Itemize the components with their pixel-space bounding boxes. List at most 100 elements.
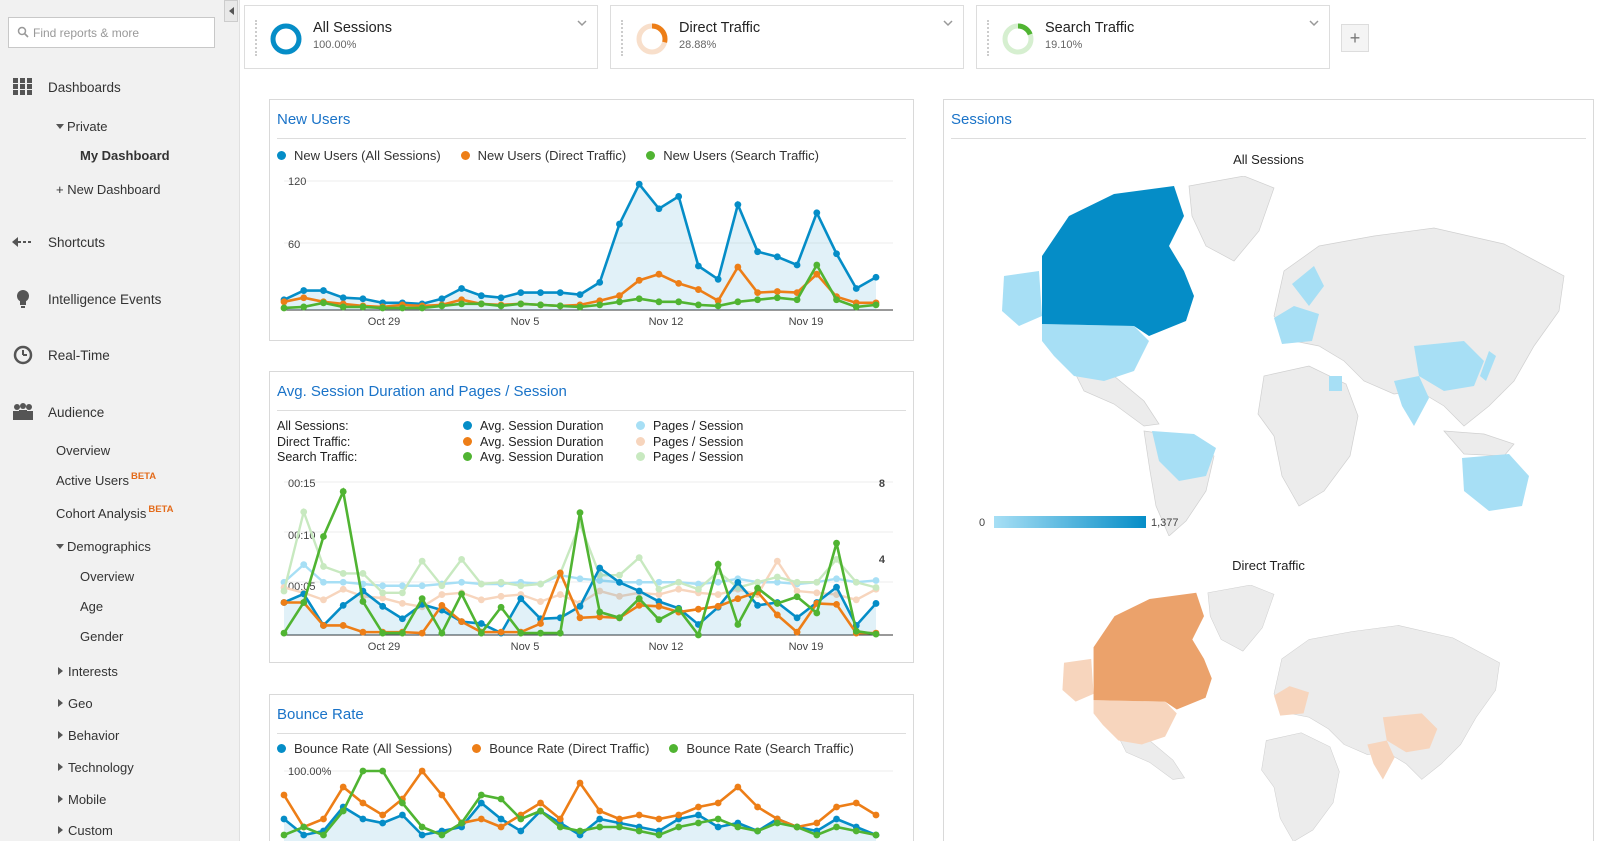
nav-demographics-overview[interactable]: Overview (80, 569, 135, 584)
map-region-alaska (1002, 271, 1042, 326)
drag-handle[interactable] (987, 20, 990, 56)
x-tick-label: Oct 29 (368, 641, 400, 653)
data-point (556, 302, 564, 310)
nav-my-dashboard[interactable]: My Dashboard (80, 148, 170, 163)
data-point (872, 301, 880, 309)
data-point (379, 767, 387, 775)
legend-item: New Users (All Sessions) (277, 148, 441, 163)
world-map-direct-traffic[interactable] (974, 585, 1574, 841)
chevron-down-icon[interactable] (1309, 18, 1319, 28)
data-point (675, 280, 683, 287)
search-box[interactable] (8, 17, 215, 48)
nav-audience[interactable]: Audience (0, 397, 240, 427)
data-point (616, 823, 623, 831)
segment-card-search-traffic[interactable]: Search Traffic 19.10% (976, 5, 1330, 69)
data-point (438, 302, 446, 310)
nav-active-users[interactable]: Active Users BETA (56, 471, 156, 488)
data-point (418, 304, 426, 312)
nav-demographics[interactable]: Demographics (56, 539, 151, 554)
data-point (320, 596, 327, 604)
segment-percent: 28.88% (679, 39, 717, 51)
data-point (734, 823, 742, 831)
nav-geo[interactable]: Geo (58, 696, 93, 711)
map-region-africa (1257, 365, 1359, 507)
divider (277, 410, 906, 411)
nav-dashboards[interactable]: Dashboards (0, 72, 240, 102)
data-point (833, 601, 840, 608)
widget-session-duration: Avg. Session Duration and Pages / Sessio… (269, 371, 914, 663)
data-point (556, 569, 564, 577)
data-point (497, 294, 505, 302)
nav-interests-label: Interests (68, 664, 118, 679)
data-point (714, 602, 722, 610)
data-point (714, 823, 722, 831)
map-region-canada (1093, 592, 1212, 710)
duration-line-chart[interactable]: 00:15 00:10 00:05 8 4 Oct 29 Nov 5 Nov 1… (270, 476, 915, 664)
widget-title[interactable]: Avg. Session Duration and Pages / Sessio… (277, 383, 567, 400)
world-map-all-sessions[interactable] (974, 176, 1574, 536)
data-point (280, 831, 288, 839)
data-point (655, 616, 663, 624)
data-point (320, 563, 327, 570)
highlighted-countries (1002, 186, 1529, 511)
map-region-mexico-central-america (1117, 736, 1186, 780)
segment-card-direct-traffic[interactable]: Direct Traffic 28.88% (610, 5, 964, 69)
map-region-alaska (1062, 658, 1094, 702)
data-point (379, 582, 387, 590)
data-point (537, 301, 544, 309)
y-tick-label: 00:15 (288, 478, 316, 490)
data-point (418, 767, 426, 775)
new-users-line-chart[interactable]: 120 60 Oct 29 Nov 5 Nov 12 Nov 19 (270, 168, 915, 342)
data-point (833, 815, 840, 823)
nav-mobile[interactable]: Mobile (58, 792, 106, 807)
nav-private[interactable]: Private (56, 119, 107, 134)
data-point (339, 570, 347, 577)
data-point (675, 605, 683, 613)
widget-title[interactable]: Bounce Rate (277, 706, 364, 723)
collapse-sidebar-button[interactable] (224, 0, 238, 22)
bounce-rate-line-chart[interactable]: 100.00% (270, 763, 915, 841)
map-region-europe (1274, 686, 1309, 716)
nav-intelligence-events[interactable]: Intelligence Events (0, 284, 240, 314)
data-point (754, 248, 761, 256)
data-point (596, 608, 604, 616)
legend-label: Pages / Session (653, 450, 744, 465)
nav-technology[interactable]: Technology (58, 760, 134, 775)
widget-title[interactable]: New Users (277, 111, 351, 128)
drag-handle[interactable] (621, 20, 624, 56)
audience-people-icon (12, 401, 34, 423)
data-point (655, 585, 663, 593)
nav-real-time[interactable]: Real-Time (0, 340, 240, 370)
nav-interests[interactable]: Interests (58, 664, 118, 679)
data-point (300, 561, 308, 569)
map-region-southeast-asia (1443, 430, 1515, 457)
nav-shortcuts[interactable]: Shortcuts (0, 227, 240, 257)
chevron-down-icon[interactable] (943, 18, 953, 28)
data-point (616, 292, 623, 300)
nav-custom[interactable]: Custom (58, 823, 113, 838)
caret-right-icon (58, 731, 63, 739)
data-point (399, 799, 406, 807)
search-input[interactable] (33, 18, 213, 47)
nav-cohort-analysis[interactable]: Cohort Analysis BETA (56, 504, 173, 521)
plot-area (280, 180, 880, 312)
widget-title[interactable]: Sessions (951, 111, 1012, 128)
chevron-down-icon[interactable] (577, 18, 587, 28)
drag-handle[interactable] (255, 20, 258, 56)
data-point (635, 276, 643, 284)
data-point (596, 815, 604, 823)
data-point (655, 815, 663, 823)
nav-new-dashboard[interactable]: + New Dashboard (56, 182, 161, 197)
nav-behavior[interactable]: Behavior (58, 728, 119, 743)
data-point (675, 298, 683, 306)
series-line (282, 768, 877, 829)
nav-age[interactable]: Age (80, 599, 104, 614)
segment-card-all-sessions[interactable]: All Sessions 100.00% (244, 5, 598, 69)
data-point (399, 629, 406, 637)
map-title: Direct Traffic (1232, 558, 1305, 573)
add-segment-button[interactable]: + (1341, 24, 1369, 52)
nav-audience-overview[interactable]: Overview (56, 443, 111, 458)
nav-gender[interactable]: Gender (80, 629, 124, 644)
caret-right-icon (58, 826, 63, 834)
legend-label: New Users (All Sessions) (294, 148, 441, 163)
